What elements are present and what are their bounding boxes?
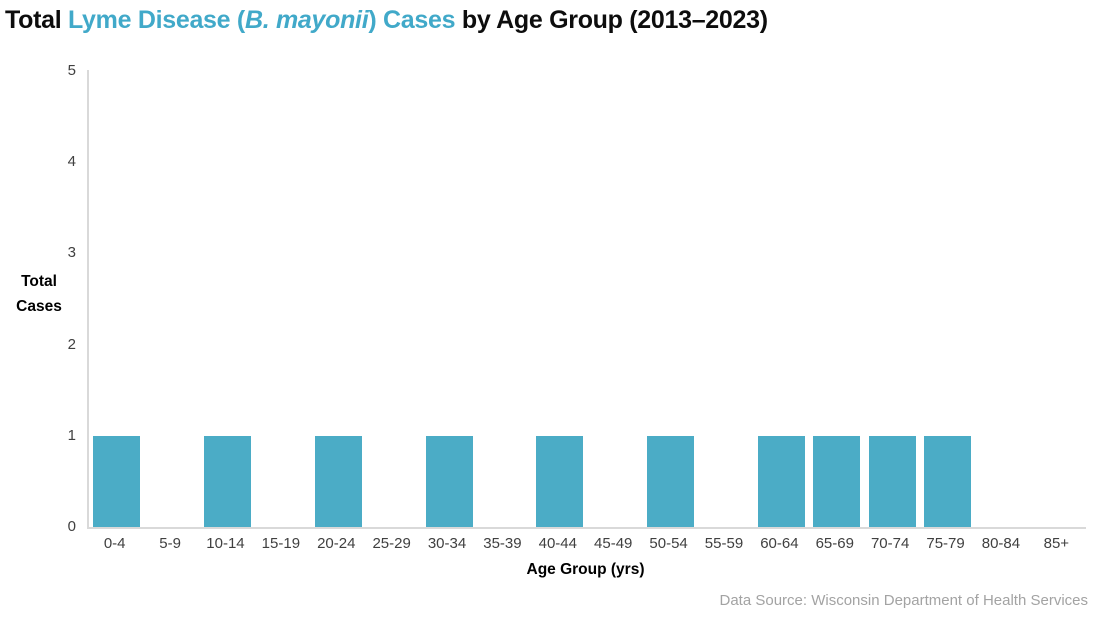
bar-slot (366, 70, 421, 527)
y-axis-title: Total Cases (8, 269, 70, 319)
x-tick-label: 35-39 (483, 535, 522, 552)
bar-slot (698, 70, 753, 527)
x-tick-label: 45-49 (594, 535, 633, 552)
x-tick-label: 65-69 (815, 535, 854, 552)
bar-slot (754, 70, 809, 527)
x-tick-labels: 0-4 5-9 10-14 15-19 20-24 25-29 30-34 35-39 40-4… (87, 535, 1084, 552)
x-tick-label: 50-54 (649, 535, 688, 552)
x-tick-label: 80-84 (981, 535, 1021, 552)
title-highlight-pre: Lyme Disease ( (68, 6, 245, 34)
y-axis-title-line1: Total (21, 273, 57, 290)
bar-slot (144, 70, 199, 527)
x-tick-label: 85+ (1043, 535, 1070, 552)
bar-slot (200, 70, 255, 527)
bar (647, 435, 695, 527)
data-source-note: Data Source: Wisconsin Department of Hea… (719, 592, 1089, 609)
x-tick-label: 15-19 (261, 535, 301, 552)
x-axis-title: Age Group (yrs) (526, 561, 645, 578)
x-tick-label: 25-29 (372, 535, 411, 552)
title-part-1: Total (5, 6, 69, 34)
bar-slot (311, 70, 366, 527)
x-tick-label: 5-9 (159, 535, 181, 552)
x-tick-label: 30-34 (427, 535, 467, 552)
plot-area (87, 70, 1086, 529)
y-axis-title-line2: Cases (16, 298, 62, 315)
bar-slot (864, 70, 919, 527)
x-tick-label: 10-14 (206, 535, 245, 552)
bar (314, 435, 362, 527)
bar-slot (1031, 70, 1086, 527)
x-tick-label: 60-64 (760, 535, 799, 552)
bar (536, 435, 584, 527)
bar (813, 435, 861, 527)
bar-slot (477, 70, 532, 527)
bar-slot (975, 70, 1030, 527)
bar (425, 435, 473, 527)
chart-title: Total Lyme Disease (B. mayonii) Cases by… (5, 6, 768, 35)
bar (868, 435, 916, 527)
x-tick-label: 70-74 (870, 535, 910, 552)
bar-slot (643, 70, 698, 527)
bar (203, 435, 252, 527)
title-part-2: by Age Group (2013–2023) (455, 6, 768, 34)
bar-slot (920, 70, 975, 527)
title-highlight-species: B. mayonii (244, 6, 369, 34)
bar-slot (255, 70, 310, 527)
x-tick-label: 20-24 (317, 535, 356, 552)
title-highlight-post: ) Cases (368, 6, 456, 34)
bar-slot (809, 70, 864, 527)
bar (924, 435, 972, 527)
bar-slot (588, 70, 643, 527)
x-tick-label: 75-79 (926, 535, 965, 552)
x-tick-label: 55-59 (704, 535, 744, 552)
bar-slot (532, 70, 587, 527)
bar-slot (421, 70, 476, 527)
bar (757, 435, 805, 527)
bar-slot (89, 70, 144, 527)
bar (93, 435, 141, 527)
x-tick-label: 40-44 (538, 535, 577, 552)
x-tick-label: 0-4 (103, 535, 126, 552)
